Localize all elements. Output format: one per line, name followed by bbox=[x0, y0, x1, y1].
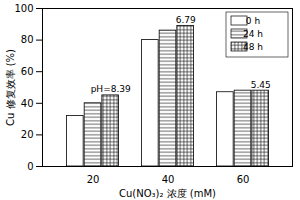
svg-text:40: 40 bbox=[162, 174, 175, 185]
svg-text:60: 60 bbox=[21, 66, 34, 77]
svg-text:Cu 修复效率 (%): Cu 修复效率 (%) bbox=[5, 49, 16, 126]
svg-text:40: 40 bbox=[21, 98, 34, 109]
svg-text:pH=8.39: pH=8.39 bbox=[91, 84, 131, 94]
svg-text:0 h: 0 h bbox=[246, 16, 260, 26]
svg-text:100: 100 bbox=[14, 3, 33, 14]
svg-text:24 h: 24 h bbox=[243, 29, 263, 39]
svg-text:20: 20 bbox=[87, 174, 100, 185]
svg-text:48 h: 48 h bbox=[243, 42, 263, 52]
svg-text:20: 20 bbox=[21, 129, 34, 140]
svg-text:60: 60 bbox=[237, 174, 250, 185]
svg-text:6.79: 6.79 bbox=[176, 15, 196, 25]
svg-text:80: 80 bbox=[21, 34, 34, 45]
svg-text:0: 0 bbox=[27, 161, 33, 172]
svg-text:Cu(NO₃)₂ 浓度 (mM): Cu(NO₃)₂ 浓度 (mM) bbox=[119, 188, 216, 199]
svg-text:5.45: 5.45 bbox=[251, 80, 271, 90]
